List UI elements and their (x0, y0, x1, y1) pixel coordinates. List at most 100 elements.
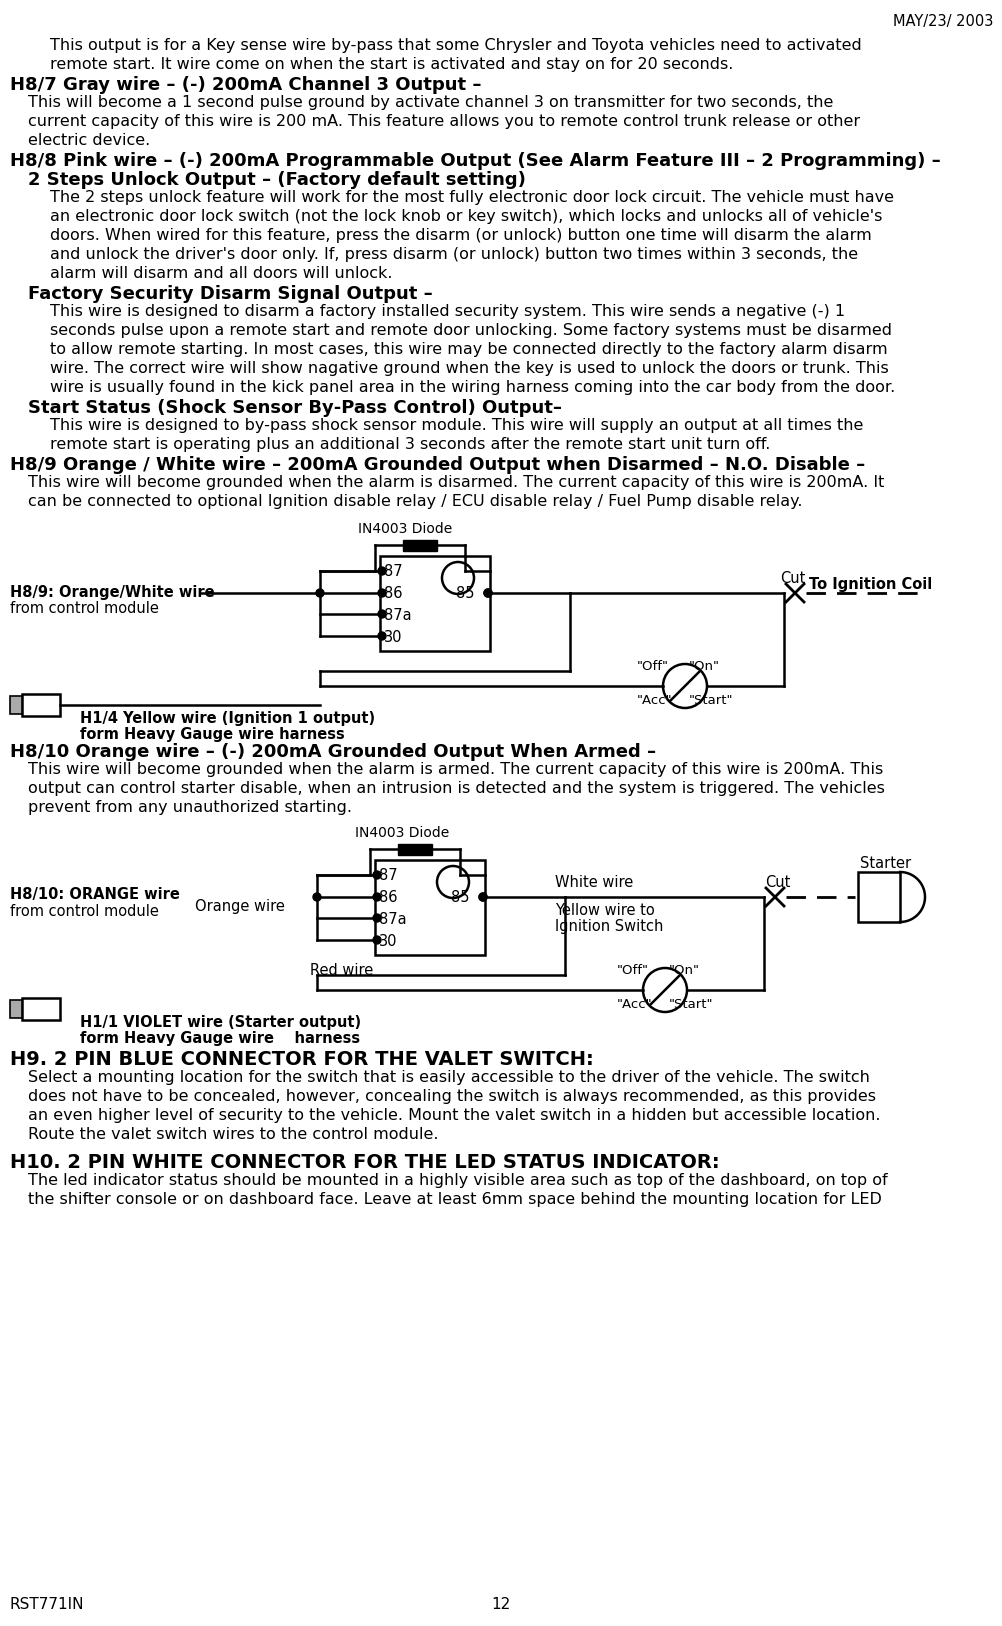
Circle shape (484, 589, 492, 597)
Circle shape (373, 872, 381, 880)
Text: 87a: 87a (379, 912, 406, 927)
Text: H8/10: ORANGE wire: H8/10: ORANGE wire (10, 888, 179, 902)
Text: 87: 87 (384, 564, 402, 579)
Circle shape (378, 589, 386, 597)
Text: H1/1 VIOLET wire (Starter output): H1/1 VIOLET wire (Starter output) (80, 1015, 361, 1029)
Text: H9. 2 PIN BLUE CONNECTOR FOR THE VALET SWITCH:: H9. 2 PIN BLUE CONNECTOR FOR THE VALET S… (10, 1050, 593, 1068)
Circle shape (479, 893, 487, 901)
Text: H8/9: Orange/White wire: H8/9: Orange/White wire (10, 585, 214, 600)
Bar (22, 998, 60, 1020)
Circle shape (479, 893, 487, 901)
Text: H8/8 Pink wire – (-) 200mA Programmable Output (See Alarm Feature III – 2 Progra: H8/8 Pink wire – (-) 200mA Programmable … (10, 151, 940, 171)
Text: Select a mounting location for the switch that is easily accessible to the drive: Select a mounting location for the switc… (28, 1070, 869, 1085)
Text: 30: 30 (379, 933, 397, 950)
Bar (10, 696, 22, 714)
Text: Starter: Starter (859, 855, 910, 872)
Text: 87: 87 (379, 868, 397, 883)
Text: "Acc": "Acc" (616, 998, 652, 1011)
Text: White wire: White wire (554, 875, 632, 889)
Text: seconds pulse upon a remote start and remote door unlocking. Some factory system: seconds pulse upon a remote start and re… (50, 324, 891, 338)
Text: "Off": "Off" (636, 660, 668, 673)
Text: 2 Steps Unlock Output – (Factory default setting): 2 Steps Unlock Output – (Factory default… (28, 171, 525, 189)
Text: "Start": "Start" (668, 998, 712, 1011)
Text: H8/7 Gray wire – (-) 200mA Channel 3 Output –: H8/7 Gray wire – (-) 200mA Channel 3 Out… (10, 76, 481, 94)
Text: 85: 85 (456, 585, 474, 602)
Text: "Acc": "Acc" (636, 694, 672, 707)
Text: This will become a 1 second pulse ground by activate channel 3 on transmitter fo: This will become a 1 second pulse ground… (28, 94, 833, 111)
Text: 86: 86 (384, 585, 402, 602)
Bar (10, 1000, 22, 1018)
Text: IN4003 Diode: IN4003 Diode (355, 826, 449, 841)
Text: current capacity of this wire is 200 mA. This feature allows you to remote contr: current capacity of this wire is 200 mA.… (28, 114, 860, 128)
Text: does not have to be concealed, however, concealing the switch is always recommen: does not have to be concealed, however, … (28, 1089, 875, 1104)
Text: can be connected to optional Ignition disable relay / ECU disable relay / Fuel P: can be connected to optional Ignition di… (28, 494, 802, 509)
Text: remote start is operating plus an additional 3 seconds after the remote start un: remote start is operating plus an additi… (50, 437, 770, 452)
Circle shape (316, 589, 324, 597)
Text: H10. 2 PIN WHITE CONNECTOR FOR THE LED STATUS INDICATOR:: H10. 2 PIN WHITE CONNECTOR FOR THE LED S… (10, 1153, 718, 1172)
Text: wire. The correct wire will show nagative ground when the key is used to unlock : wire. The correct wire will show nagativ… (50, 361, 888, 376)
Circle shape (378, 567, 386, 576)
Text: H8/10 Orange wire – (-) 200mA Grounded Output When Armed –: H8/10 Orange wire – (-) 200mA Grounded O… (10, 743, 655, 761)
Text: 85: 85 (451, 889, 469, 906)
Text: IN4003 Diode: IN4003 Diode (358, 522, 452, 537)
Text: This wire is designed to disarm a factory installed security system. This wire s: This wire is designed to disarm a factor… (50, 304, 845, 319)
Text: alarm will disarm and all doors will unlock.: alarm will disarm and all doors will unl… (50, 267, 392, 281)
Text: from control module: from control module (10, 904, 158, 919)
Text: "Start": "Start" (688, 694, 732, 707)
Bar (398, 844, 432, 855)
Text: the shifter console or on dashboard face. Leave at least 6mm space behind the mo: the shifter console or on dashboard face… (28, 1192, 881, 1206)
Text: 12: 12 (491, 1597, 510, 1611)
Text: To Ignition Coil: To Ignition Coil (809, 577, 931, 592)
Text: MAY/23/ 2003: MAY/23/ 2003 (892, 15, 992, 29)
Text: Orange wire: Orange wire (194, 899, 285, 914)
Text: This wire will become grounded when the alarm is disarmed. The current capacity : This wire will become grounded when the … (28, 475, 884, 489)
Circle shape (373, 914, 381, 922)
Text: from control module: from control module (10, 602, 158, 616)
Text: wire is usually found in the kick panel area in the wiring harness coming into t: wire is usually found in the kick panel … (50, 380, 895, 395)
Text: Cut: Cut (765, 875, 790, 889)
Text: remote start. It wire come on when the start is activated and stay on for 20 sec: remote start. It wire come on when the s… (50, 57, 732, 72)
Bar (380, 556, 490, 650)
Text: Red wire: Red wire (310, 963, 373, 977)
Bar (857, 872, 899, 922)
Text: "On": "On" (668, 964, 699, 977)
Text: "Off": "Off" (616, 964, 648, 977)
Text: H8/9 Orange / White wire – 200mA Grounded Output when Disarmed – N.O. Disable –: H8/9 Orange / White wire – 200mA Grounde… (10, 455, 865, 475)
Text: "On": "On" (688, 660, 719, 673)
Text: Ignition Switch: Ignition Switch (554, 919, 662, 933)
Text: prevent from any unauthorized starting.: prevent from any unauthorized starting. (28, 800, 352, 815)
Text: Yellow wire to: Yellow wire to (554, 902, 654, 919)
Text: Route the valet switch wires to the control module.: Route the valet switch wires to the cont… (28, 1127, 438, 1141)
Text: Cut: Cut (780, 571, 805, 585)
Text: 86: 86 (379, 889, 397, 906)
Text: The led indicator status should be mounted in a highly visible area such as top : The led indicator status should be mount… (28, 1172, 887, 1189)
Circle shape (378, 633, 386, 641)
Circle shape (313, 893, 321, 901)
Bar (22, 694, 60, 715)
Text: This output is for a Key sense wire by-pass that some Chrysler and Toyota vehicl: This output is for a Key sense wire by-p… (50, 37, 861, 54)
Circle shape (373, 893, 381, 901)
Text: 30: 30 (384, 629, 402, 646)
Bar (403, 540, 437, 551)
Text: RST771IN: RST771IN (10, 1597, 84, 1611)
Text: This wire will become grounded when the alarm is armed. The current capacity of : This wire will become grounded when the … (28, 763, 883, 777)
Text: form Heavy Gauge wire    harness: form Heavy Gauge wire harness (80, 1031, 360, 1046)
Text: Factory Security Disarm Signal Output –: Factory Security Disarm Signal Output – (28, 285, 432, 302)
Text: output can control starter disable, when an intrusion is detected and the system: output can control starter disable, when… (28, 780, 884, 797)
Text: This wire is designed to by-pass shock sensor module. This wire will supply an o: This wire is designed to by-pass shock s… (50, 418, 863, 433)
Text: The 2 steps unlock feature will work for the most fully electronic door lock cir: The 2 steps unlock feature will work for… (50, 190, 893, 205)
Text: doors. When wired for this feature, press the disarm (or unlock) button one time: doors. When wired for this feature, pres… (50, 228, 871, 242)
Text: 87a: 87a (384, 608, 411, 623)
Text: form Heavy Gauge wire harness: form Heavy Gauge wire harness (80, 727, 345, 741)
Text: an electronic door lock switch (not the lock knob or key switch), which locks an: an electronic door lock switch (not the … (50, 210, 882, 224)
Circle shape (484, 589, 492, 597)
Text: to allow remote starting. In most cases, this wire may be connected directly to : to allow remote starting. In most cases,… (50, 341, 887, 358)
Circle shape (378, 610, 386, 618)
Text: Start Status (Shock Sensor By-Pass Control) Output–: Start Status (Shock Sensor By-Pass Contr… (28, 398, 561, 416)
Text: electric device.: electric device. (28, 133, 150, 148)
Circle shape (373, 937, 381, 945)
Text: and unlock the driver's door only. If, press disarm (or unlock) button two times: and unlock the driver's door only. If, p… (50, 247, 858, 262)
Bar (375, 860, 485, 954)
Text: H1/4 Yellow wire (Ignition 1 output): H1/4 Yellow wire (Ignition 1 output) (80, 711, 375, 725)
Text: an even higher level of security to the vehicle. Mount the valet switch in a hid: an even higher level of security to the … (28, 1107, 880, 1124)
